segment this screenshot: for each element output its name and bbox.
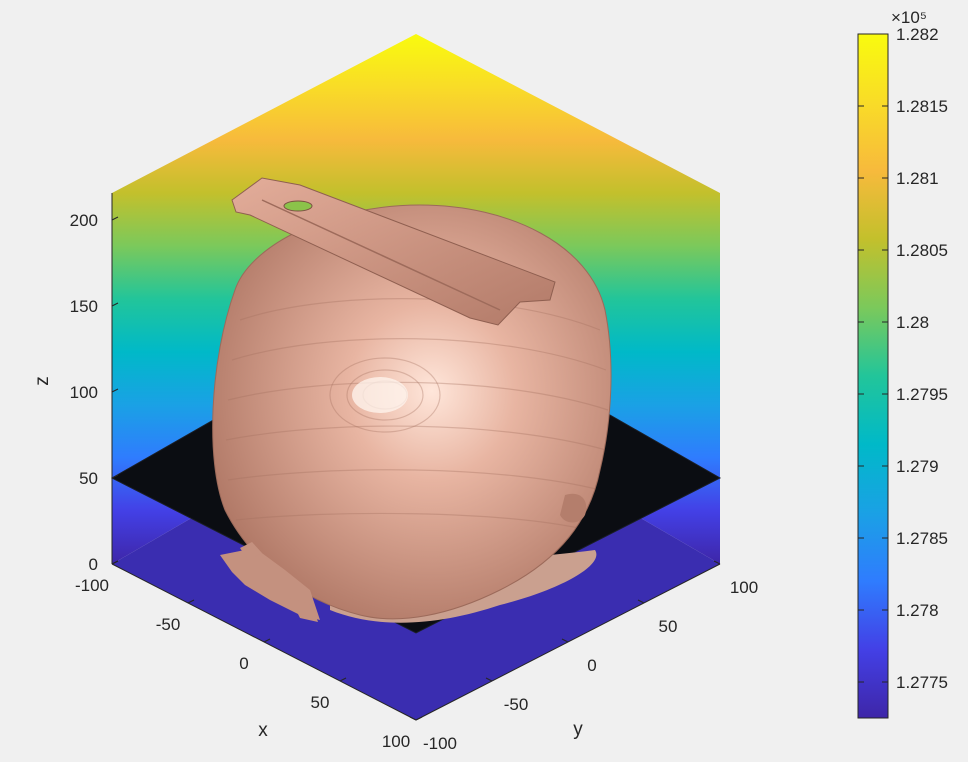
y-tick-label: -100 [423, 734, 457, 753]
colorbar-tick-label: 1.281 [896, 169, 939, 188]
x-tick-mark [263, 638, 271, 643]
z-tick-label: 0 [89, 555, 98, 574]
y-tick-label: 50 [659, 617, 678, 636]
colorbar-tick-label: 1.278 [896, 601, 939, 620]
y-axis-label: y [573, 719, 583, 740]
colorbar-tick-label: 1.2815 [896, 97, 948, 116]
x-tick-label: -100 [75, 576, 109, 595]
y-axis-ticks: -100 -50 0 50 100 [409, 560, 758, 753]
colorbar-tick-label: 1.28 [896, 313, 929, 332]
colorbar-ticks: 1.282 1.2815 1.281 1.2805 1.28 1.2795 1.279 1.2… [858, 25, 948, 692]
probe-bar [231, 177, 556, 326]
colorbar-tick-label: 1.2785 [896, 529, 948, 548]
z-axis-label: z [32, 376, 53, 386]
x-tick-label: 100 [382, 732, 410, 751]
z-tick-mark [111, 474, 119, 479]
y-tick-label: -50 [504, 695, 529, 714]
colorbar-tick-label: 1.2805 [896, 241, 948, 260]
y-tick-label: 0 [587, 656, 596, 675]
x-tick-label: -50 [156, 615, 181, 634]
y-tick-mark [637, 599, 645, 604]
x-tick-label: 50 [311, 693, 330, 712]
colorbar [857, 33, 889, 719]
colorbar-tick-label: 1.2775 [896, 673, 948, 692]
y-tick-mark [409, 716, 417, 721]
z-tick-mark [111, 216, 119, 221]
y-tick-mark [485, 677, 493, 682]
y-tick-mark [561, 638, 569, 643]
x-tick-mark [339, 677, 347, 682]
debris-fragments [220, 542, 320, 622]
z-tick-label: 50 [79, 469, 98, 488]
x-tick-mark [111, 560, 119, 565]
colorbar-tick-label: 1.2795 [896, 385, 948, 404]
y-tick-mark [713, 560, 721, 565]
z-tick-mark [111, 388, 119, 393]
z-tick-mark [111, 302, 119, 307]
z-axis-ticks: 0 50 100 150 200 [70, 211, 119, 574]
x-tick-label: 0 [239, 654, 248, 673]
colorbar-tick-label: 1.279 [896, 457, 939, 476]
z-tick-label: 150 [70, 297, 98, 316]
z-tick-label: 200 [70, 211, 98, 230]
y-tick-label: 100 [730, 578, 758, 597]
x-axis-ticks: -100 -50 0 50 100 [75, 560, 423, 751]
x-axis-label: x [258, 720, 268, 741]
colorbar-tick-label: 1.282 [896, 25, 939, 44]
x-tick-mark [187, 599, 195, 604]
colorbar-exponent: ×10⁵ [891, 8, 927, 27]
z-tick-label: 100 [70, 383, 98, 402]
